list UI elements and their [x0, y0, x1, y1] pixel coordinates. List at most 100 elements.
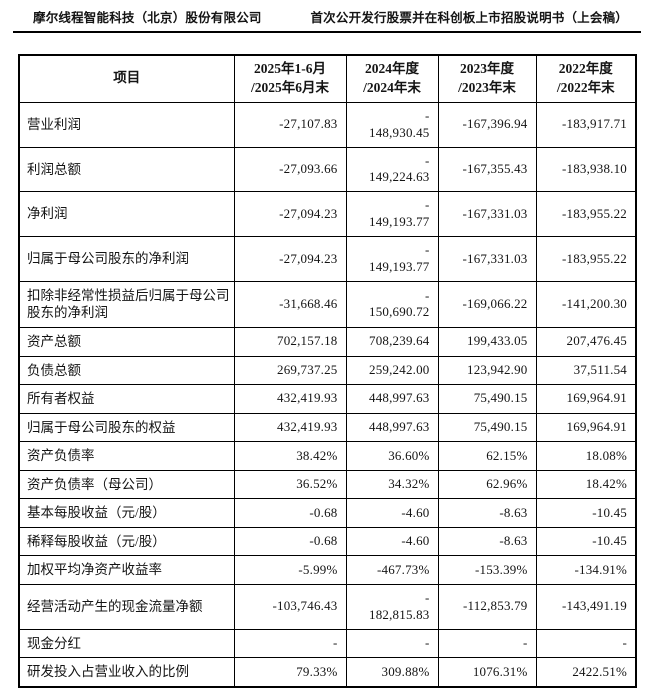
value-cell: -153.39% [437, 555, 537, 585]
value-cell: 169,964.91 [535, 384, 637, 414]
page-header: 摩尔线程智能科技（北京）股份有限公司 首次公开发行股票并在科创板上市招股说明书（… [33, 7, 628, 26]
value-cell: -134.91% [535, 555, 637, 585]
value-cell: 448,997.63 [345, 412, 439, 443]
row-label: 负债总额 [18, 355, 235, 386]
value-cell: -467.73% [345, 555, 439, 585]
column-header-2024: 2024年度 /2024年末 [345, 54, 439, 103]
column-header-2023: 2023年度 /2023年末 [437, 54, 537, 103]
table-row: 资产负债率（母公司） 36.52% 34.32% 62.96% 18.42% [18, 469, 637, 500]
value-cell: -141,200.30 [535, 280, 637, 329]
value-cell: -27,094.23 [233, 191, 347, 238]
value-cell: - [345, 628, 439, 659]
document-page: 摩尔线程智能科技（北京）股份有限公司 首次公开发行股票并在科创板上市招股说明书（… [0, 7, 654, 688]
row-label: 归属于母公司股东的权益 [18, 412, 235, 443]
value-cell: -31,668.46 [233, 280, 347, 329]
value-cell: - [233, 628, 347, 659]
value-cell: -183,955.22 [535, 236, 637, 282]
value-cell: -4.60 [345, 498, 439, 528]
row-label: 稀释每股收益（元/股） [18, 526, 235, 557]
value-cell: 169,964.91 [535, 412, 637, 443]
value-cell: 207,476.45 [535, 327, 637, 357]
value-cell: 432,419.93 [233, 412, 347, 443]
company-name: 摩尔线程智能科技（北京）股份有限公司 [33, 11, 262, 25]
table-header-row: 项目 2025年1-6月 /2025年6月末 2024年度 /2024年末 20… [18, 54, 637, 103]
financial-summary-table: 项目 2025年1-6月 /2025年6月末 2024年度 /2024年末 20… [18, 54, 637, 688]
row-label: 扣除非经常性损益后归属于母公司股东的净利润 [18, 280, 235, 329]
value-cell: 34.32% [345, 469, 439, 500]
value-cell: 269,737.25 [233, 355, 347, 386]
table-row: 营业利润 -27,107.83- 148,930.45 -167,396.94 -18… [18, 101, 637, 148]
value-cell: 309.88% [345, 657, 439, 688]
value-cell: -8.63 [437, 526, 537, 557]
value-cell: - [535, 628, 637, 659]
value-cell: - 148,930.45 [345, 101, 439, 148]
table-row: 归属于母公司股东的净利润 -27,094.23- 149,193.77 -167,3… [18, 236, 637, 282]
row-label: 资产负债率（母公司） [18, 469, 235, 500]
table-row: 净利润 -27,094.23- 149,193.77 -167,331.03 -183… [18, 191, 637, 238]
value-cell: -167,396.94 [437, 101, 537, 148]
row-label: 现金分红 [18, 628, 235, 659]
table-row: 扣除非经常性损益后归属于母公司股东的净利润 -31,668.46- 150,690… [18, 280, 637, 329]
value-cell: -8.63 [437, 498, 537, 528]
table-row: 利润总额 -27,093.66- 149,224.63 -167,355.43 -18… [18, 146, 637, 193]
column-header-item: 项目 [18, 54, 235, 103]
value-cell: -143,491.19 [535, 583, 637, 630]
row-label: 净利润 [18, 191, 235, 238]
value-cell: -183,938.10 [535, 146, 637, 193]
table-row: 资产负债率 38.42% 36.60% 62.15% 18.08% [18, 441, 637, 471]
value-cell: - 150,690.72 [345, 280, 439, 329]
value-cell: -183,917.71 [535, 101, 637, 148]
value-cell: -27,107.83 [233, 101, 347, 148]
row-label: 利润总额 [18, 146, 235, 193]
row-label: 加权平均净资产收益率 [18, 555, 235, 585]
value-cell: -103,746.43 [233, 583, 347, 630]
value-cell: -167,331.03 [437, 191, 537, 238]
value-cell: -112,853.79 [437, 583, 537, 630]
value-cell: 62.15% [437, 441, 537, 471]
table-row: 现金分红 - - - - [18, 628, 637, 659]
value-cell: -167,331.03 [437, 236, 537, 282]
value-cell: - 182,815.83 [345, 583, 439, 630]
table-body: 营业利润 -27,107.83- 148,930.45 -167,396.94 -18… [18, 101, 637, 688]
value-cell: -0.68 [233, 526, 347, 557]
value-cell: 1076.31% [437, 657, 537, 688]
row-label: 归属于母公司股东的净利润 [18, 236, 235, 282]
value-cell: -0.68 [233, 498, 347, 528]
table-row: 资产总额 702,157.18 708,239.64 199,433.05 207,47… [18, 327, 637, 357]
value-cell: - [437, 628, 537, 659]
value-cell: 2422.51% [535, 657, 637, 688]
value-cell: -5.99% [233, 555, 347, 585]
row-label: 资产总额 [18, 327, 235, 357]
value-cell: - 149,193.77 [345, 191, 439, 238]
value-cell: 37,511.54 [535, 355, 637, 386]
value-cell: -167,355.43 [437, 146, 537, 193]
value-cell: -27,093.66 [233, 146, 347, 193]
column-header-2022: 2022年度 /2022年末 [535, 54, 637, 103]
value-cell: 448,997.63 [345, 384, 439, 414]
document-title: 首次公开发行股票并在科创板上市招股说明书（上会稿） [310, 11, 628, 25]
value-cell: -27,094.23 [233, 236, 347, 282]
table-row: 稀释每股收益（元/股） -0.68 -4.60 -8.63 -10.45 [18, 526, 637, 557]
value-cell: 62.96% [437, 469, 537, 500]
value-cell: 18.42% [535, 469, 637, 500]
value-cell: - 149,224.63 [345, 146, 439, 193]
table-row: 归属于母公司股东的权益 432,419.93 448,997.63 75,490.15… [18, 412, 637, 443]
column-header-2025: 2025年1-6月 /2025年6月末 [233, 54, 347, 103]
value-cell: 123,942.90 [437, 355, 537, 386]
value-cell: 708,239.64 [345, 327, 439, 357]
value-cell: - 149,193.77 [345, 236, 439, 282]
value-cell: 36.52% [233, 469, 347, 500]
value-cell: 18.08% [535, 441, 637, 471]
header-rule [13, 31, 641, 33]
value-cell: 432,419.93 [233, 384, 347, 414]
value-cell: 38.42% [233, 441, 347, 471]
table-row: 研发投入占营业收入的比例 79.33% 309.88% 1076.31% 2422.51… [18, 657, 637, 688]
value-cell: -10.45 [535, 498, 637, 528]
row-label: 营业利润 [18, 101, 235, 148]
table-row: 负债总额 269,737.25 259,242.00 123,942.90 37,511… [18, 355, 637, 386]
row-label: 研发投入占营业收入的比例 [18, 657, 235, 688]
value-cell: 259,242.00 [345, 355, 439, 386]
value-cell: 36.60% [345, 441, 439, 471]
value-cell: 79.33% [233, 657, 347, 688]
value-cell: 75,490.15 [437, 384, 537, 414]
